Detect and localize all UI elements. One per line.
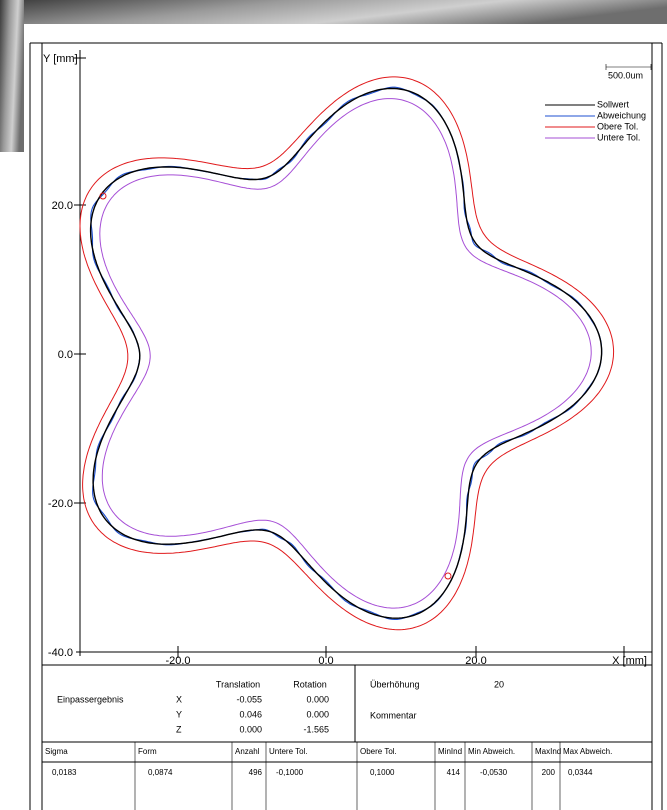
table-cell: 0,0344 xyxy=(568,768,593,777)
table-header: Max Abweich. xyxy=(563,747,612,756)
column-header: Translation xyxy=(216,679,260,689)
table-header: Min Abweich. xyxy=(468,747,515,756)
x-tick-label: 20.0 xyxy=(465,655,486,667)
y-tick-label: 20.0 xyxy=(52,200,73,212)
table-header: Obere Tol. xyxy=(360,747,397,756)
table-cell: 200 xyxy=(542,768,556,777)
page: {"plot": {"y_axis_label": "Y [mm]", "x_a… xyxy=(0,0,667,810)
legend-label: Untere Tol. xyxy=(597,132,640,142)
axis-name: Z xyxy=(176,724,182,734)
rotation-value: 0.000 xyxy=(306,709,329,719)
axis-name: X xyxy=(176,694,182,704)
translation-value: 0.046 xyxy=(239,709,262,719)
table-cell: 0,1000 xyxy=(370,768,395,777)
table-header: MinInd xyxy=(438,747,462,756)
axis-name: Y xyxy=(176,709,182,719)
y-tick-label: 0.0 xyxy=(58,349,73,361)
table-cell: -0,1000 xyxy=(276,768,304,777)
legend-label: Obere Tol. xyxy=(597,121,638,131)
rotation-value: -1.565 xyxy=(303,724,329,734)
table-header: Sigma xyxy=(45,747,68,756)
x-tick-label: 0.0 xyxy=(318,655,333,667)
translation-value: -0.055 xyxy=(236,694,262,704)
table-header: MaxInd xyxy=(535,747,561,756)
translation-value: 0.000 xyxy=(239,724,262,734)
legend-label: Abweichung xyxy=(597,110,646,120)
comment-label: Kommentar xyxy=(370,710,417,720)
exaggeration-label: Überhöhung xyxy=(370,679,420,689)
x-axis-label: X [mm] xyxy=(612,655,647,667)
y-axis-label: Y [mm] xyxy=(43,53,78,65)
background-photo xyxy=(0,0,24,152)
table-cell: 414 xyxy=(447,768,461,777)
fit-title: Einpassergebnis xyxy=(57,694,124,704)
background-photo xyxy=(0,0,667,24)
y-tick-label: -40.0 xyxy=(48,647,73,659)
y-tick-label: -20.0 xyxy=(48,498,73,510)
rotation-value: 0.000 xyxy=(306,694,329,704)
table-header: Form xyxy=(138,747,157,756)
table-cell: 0,0874 xyxy=(148,768,173,777)
exaggeration-value: 20 xyxy=(494,679,504,689)
table-header: Anzahl xyxy=(235,747,260,756)
table-header: Untere Tol. xyxy=(269,747,308,756)
report: Y [mm] X [mm] 20.0 0.0 -20.0 -40.0 -20.0… xyxy=(0,0,667,810)
table-cell: 496 xyxy=(249,768,263,777)
legend-label: Sollwert xyxy=(597,99,630,109)
table-cell: -0,0530 xyxy=(480,768,508,777)
x-tick-label: -20.0 xyxy=(165,655,190,667)
table-cell: 0,0183 xyxy=(52,768,77,777)
column-header: Rotation xyxy=(293,679,327,689)
scale-bar-label: 500.0um xyxy=(608,70,643,80)
